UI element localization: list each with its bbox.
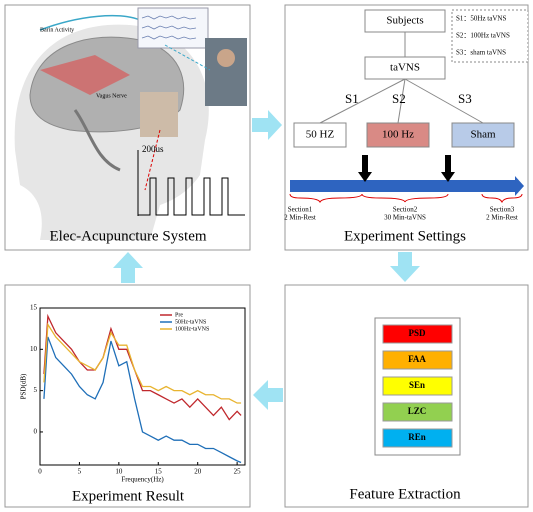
x-tick-label: 25 — [234, 468, 242, 476]
series-line — [43, 313, 242, 421]
arrow-down — [390, 252, 420, 282]
connector — [404, 78, 484, 124]
legend-label: 50Hz-taVNS — [175, 319, 206, 325]
group-label: 100 Hz — [382, 129, 414, 141]
x-tick-label: 15 — [155, 468, 163, 476]
node-label: taVNS — [390, 62, 420, 74]
arrow-right — [252, 110, 282, 140]
section-detail: 2 Min-Rest — [486, 214, 518, 222]
legend-item: S1：50Hz taVNS — [456, 15, 506, 23]
feature-label: PSD — [408, 328, 426, 338]
panel-title: Experiment Result — [72, 488, 185, 504]
section-detail: 2 Min-Rest — [284, 214, 316, 222]
group-box — [293, 122, 347, 148]
connector — [397, 78, 406, 124]
series-line — [43, 322, 242, 404]
panel-title: Elec-Acupuncture System — [49, 228, 206, 244]
group-key: S3 — [458, 91, 472, 106]
eeg-signal — [137, 7, 209, 49]
link-line — [39, 14, 141, 31]
photo-ear — [140, 92, 178, 137]
plot-frame — [39, 307, 246, 466]
feature-item — [382, 376, 453, 396]
group-label: 50 HZ — [306, 129, 335, 141]
feature-label: REn — [408, 432, 426, 442]
x-tick-label: 5 — [78, 468, 82, 476]
start-arrow — [358, 155, 372, 182]
y-tick-label: 0 — [34, 428, 38, 436]
nerve-label: Vagus Nerve — [96, 93, 127, 99]
root-label: Subjects — [386, 15, 423, 27]
section-brackets — [289, 193, 523, 204]
end-arrow — [441, 155, 455, 182]
group-key: S2 — [392, 91, 406, 106]
group-box — [366, 122, 430, 148]
group-label: Sham — [470, 129, 496, 141]
panel-title: Experiment Settings — [344, 228, 466, 244]
x-axis-label: Frequency(Hz) — [121, 476, 164, 484]
legend-label: 100Hz-taVNS — [175, 326, 209, 332]
x-tick-label: 20 — [194, 468, 202, 476]
x-tick-label: 0 — [38, 468, 42, 476]
feature-item — [382, 350, 453, 370]
legend-label: Pre — [175, 312, 183, 318]
feature-item — [382, 428, 453, 448]
brain-illustration — [14, 7, 247, 240]
feature-label: LZC — [408, 406, 427, 416]
connector — [319, 78, 406, 124]
feature-label: SEn — [409, 380, 425, 390]
legend-item: S3：sham taVNS — [456, 49, 506, 57]
pulse-label: 200us — [142, 144, 164, 154]
dash-link — [164, 44, 211, 71]
arrow-left — [253, 380, 283, 410]
series-line — [43, 336, 242, 464]
pulse-train — [138, 177, 245, 216]
legend-item: S2：100Hz taVNS — [456, 32, 510, 40]
eeg-trace — [141, 15, 197, 40]
feature-label: FAA — [408, 354, 426, 364]
feature-item — [382, 402, 453, 422]
x-tick-label: 10 — [115, 468, 123, 476]
photo-face — [217, 49, 235, 67]
group-key: S1 — [345, 91, 359, 106]
panel-title: Feature Extraction — [349, 486, 461, 502]
y-tick-label: 10 — [30, 345, 38, 353]
photo-subject — [205, 38, 247, 106]
panel-result — [4, 284, 251, 508]
nerve — [73, 109, 121, 172]
y-axis-label: PSD(dB) — [20, 373, 28, 399]
timeline — [290, 176, 524, 196]
section-name: Section2 — [393, 206, 418, 214]
brain-region — [40, 55, 130, 95]
brain-label: Barin Activity — [40, 27, 74, 33]
legend-box — [451, 9, 529, 63]
y-tick-label: 5 — [34, 386, 38, 394]
section-name: Section3 — [490, 206, 515, 214]
y-tick-label: 15 — [30, 304, 38, 312]
dash-link — [144, 129, 161, 191]
section-name: Section1 — [288, 206, 313, 214]
feature-item — [382, 324, 453, 344]
arrow-up — [113, 252, 143, 283]
section-detail: 30 Min-taVNS — [384, 214, 426, 222]
group-box — [451, 122, 515, 148]
